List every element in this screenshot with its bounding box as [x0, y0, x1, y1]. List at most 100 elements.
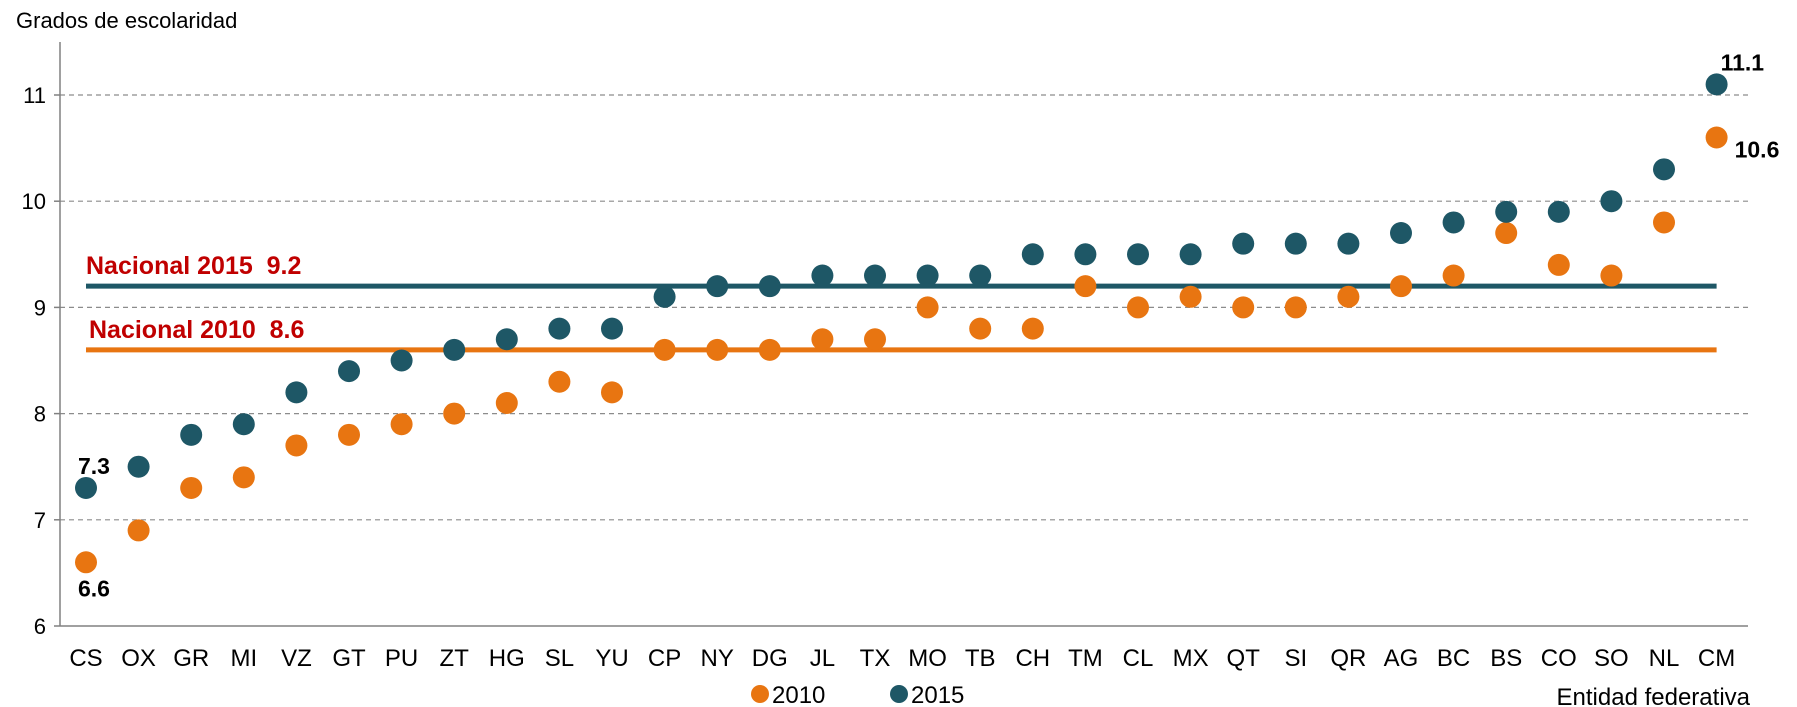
x-tick-label: OX	[121, 645, 156, 672]
x-tick-label: PU	[385, 645, 418, 672]
legend-label: 2015	[911, 682, 964, 707]
data-point-2010	[1600, 264, 1623, 287]
x-tick-label: QT	[1227, 645, 1261, 672]
data-point-2015	[1074, 243, 1097, 266]
x-tick-label: NY	[701, 645, 734, 672]
y-tick-label: 6	[34, 614, 46, 639]
data-point-2010	[1179, 285, 1202, 308]
x-tick-label: QR	[1330, 645, 1366, 672]
data-point-2015	[811, 264, 834, 287]
y-axis-title: Grados de escolaridad	[16, 8, 237, 33]
data-point-2015	[127, 455, 150, 478]
reference-line-label: Nacional 2010 8.6	[89, 316, 304, 344]
y-tick-label: 11	[23, 83, 46, 108]
data-point-2015	[390, 349, 413, 372]
data-point-2010	[1390, 275, 1412, 298]
x-tick-label: BS	[1490, 645, 1522, 672]
data-point-2015	[1547, 200, 1570, 223]
data-point-2010	[653, 338, 676, 361]
data-point-2010	[75, 551, 97, 574]
gridlines	[54, 94, 1748, 627]
x-tick-label: GR	[173, 645, 209, 672]
data-point-2015	[1442, 211, 1465, 234]
data-point-2010	[443, 402, 466, 425]
legend-marker-2015	[890, 685, 908, 703]
data-point-2010	[548, 370, 571, 393]
y-tick-label: 8	[34, 402, 46, 427]
data-point-2010	[969, 317, 992, 340]
y-tick-label: 7	[34, 508, 46, 533]
x-tick-label: AG	[1384, 645, 1419, 672]
data-point-2010	[495, 391, 518, 414]
data-point-2010	[1127, 296, 1149, 319]
data-point-2015	[706, 275, 729, 298]
data-point-2015	[1337, 232, 1360, 255]
data-point-2015	[285, 381, 308, 404]
legend-marker-2010	[751, 685, 769, 703]
data-label: 10.6	[1735, 136, 1780, 162]
data-point-2015	[180, 423, 203, 446]
data-point-2010	[338, 423, 360, 446]
data-point-2010	[285, 434, 308, 457]
x-tick-label: MX	[1173, 645, 1209, 672]
data-point-2010	[1021, 317, 1044, 340]
data-point-2015	[601, 317, 623, 340]
data-point-2015	[548, 317, 571, 340]
data-point-2015	[1600, 190, 1623, 213]
data-point-2010	[1705, 126, 1728, 149]
data-point-2015	[969, 264, 992, 287]
data-point-2015	[338, 360, 360, 383]
x-tick-label: TB	[965, 645, 996, 672]
x-tick-label: ZT	[440, 645, 470, 672]
data-point-2015	[1390, 222, 1412, 245]
data-point-2010	[601, 381, 623, 404]
data-label: 11.1	[1721, 49, 1765, 75]
data-point-2010	[390, 413, 413, 436]
legend-label: 2010	[772, 682, 825, 707]
data-point-2010	[1337, 285, 1360, 308]
x-tick-label: BC	[1437, 645, 1470, 672]
data-point-2015	[1495, 200, 1518, 223]
data-label: 7.3	[78, 453, 110, 479]
y-tick-label: 10	[22, 189, 46, 214]
data-point-2010	[811, 328, 834, 351]
x-tick-label: SO	[1594, 645, 1629, 672]
data-point-2010	[232, 466, 255, 489]
data-point-2015	[75, 476, 97, 499]
data-point-2010	[1547, 253, 1570, 276]
data-point-2010	[1232, 296, 1255, 319]
data-point-2010	[1653, 211, 1675, 234]
data-point-2010	[1495, 222, 1518, 245]
data-point-2010	[180, 476, 203, 499]
data-points	[75, 73, 1728, 574]
data-point-2015	[653, 285, 676, 308]
x-tick-labels: CS OX GR MI VZ GT PU ZT HG SL YU CP NY DG JL TX MO TB CH TM…	[69, 645, 1735, 672]
data-point-2015	[232, 413, 255, 436]
x-tick-label: SL	[545, 645, 574, 672]
data-point-2015	[1021, 243, 1044, 266]
data-point-2015	[495, 328, 518, 351]
data-point-2010	[916, 296, 939, 319]
data-point-2010	[864, 328, 886, 351]
x-tick-label: DG	[752, 645, 788, 672]
reference-line-label: Nacional 2015 9.2	[86, 252, 301, 280]
data-point-2015	[864, 264, 886, 287]
y-tick-label: 9	[34, 295, 46, 320]
data-point-2015	[1284, 232, 1307, 255]
data-point-2015	[1653, 158, 1675, 181]
x-tick-label: CL	[1123, 645, 1154, 672]
x-tick-label: MI	[230, 645, 257, 672]
x-tick-label: HG	[489, 645, 525, 672]
data-point-2010	[1074, 275, 1097, 298]
x-tick-label: GT	[332, 645, 366, 672]
x-tick-label: CM	[1698, 645, 1735, 672]
data-point-2015	[758, 275, 781, 298]
data-point-2015	[1127, 243, 1149, 266]
x-axis-title: Entidad federativa	[1557, 684, 1751, 707]
x-tick-label: YU	[595, 645, 628, 672]
x-tick-label: CP	[648, 645, 681, 672]
legend: 2010 2015	[751, 682, 964, 707]
data-point-2015	[443, 338, 466, 361]
x-tick-label: NL	[1649, 645, 1680, 672]
